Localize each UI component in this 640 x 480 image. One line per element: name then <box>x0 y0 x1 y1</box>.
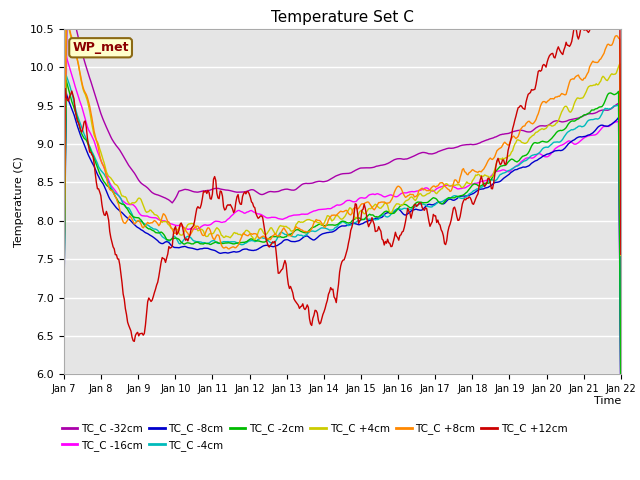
Line: TC_C +8cm: TC_C +8cm <box>64 12 621 275</box>
TC_C -16cm <box>329 204 337 210</box>
Y-axis label: Temperature (C): Temperature (C) <box>14 156 24 247</box>
TC_C -16cm <box>326 206 333 212</box>
TC_C -32cm <box>60 256 68 262</box>
TC_C +4cm <box>393 201 401 207</box>
TC_C -8cm <box>362 219 370 225</box>
Text: WP_met: WP_met <box>72 41 129 54</box>
TC_C +12cm <box>329 286 337 292</box>
TC_C -2cm <box>326 222 333 228</box>
TC_C -4cm <box>362 216 370 222</box>
TC_C +12cm <box>60 256 68 262</box>
TC_C -8cm <box>60 295 68 300</box>
Line: TC_C -8cm: TC_C -8cm <box>64 93 621 404</box>
TC_C -16cm <box>617 404 625 409</box>
TC_C +4cm <box>326 214 333 219</box>
Title: Temperature Set C: Temperature Set C <box>271 10 414 25</box>
TC_C +12cm <box>393 233 401 239</box>
TC_C -16cm <box>393 194 401 200</box>
TC_C +4cm <box>362 209 370 215</box>
TC_C +12cm <box>617 252 625 257</box>
X-axis label: Time: Time <box>593 396 621 406</box>
TC_C -8cm <box>518 165 525 170</box>
TC_C -32cm <box>326 177 333 182</box>
Line: TC_C -16cm: TC_C -16cm <box>64 56 621 407</box>
TC_C -8cm <box>393 206 401 212</box>
TC_C -8cm <box>62 90 70 96</box>
TC_C -2cm <box>393 208 401 214</box>
TC_C +12cm <box>131 338 138 344</box>
Legend: TC_C -32cm, TC_C -16cm, TC_C -8cm, TC_C -4cm, TC_C -2cm, TC_C +4cm, TC_C +8cm, T: TC_C -32cm, TC_C -16cm, TC_C -8cm, TC_C … <box>58 420 572 455</box>
TC_C +4cm <box>329 217 337 223</box>
Line: TC_C -2cm: TC_C -2cm <box>64 80 621 388</box>
TC_C +8cm <box>329 213 337 218</box>
TC_C -16cm <box>518 158 525 164</box>
TC_C -16cm <box>605 123 612 129</box>
TC_C +8cm <box>518 125 525 131</box>
TC_C +8cm <box>362 200 370 205</box>
TC_C -32cm <box>329 175 337 180</box>
TC_C -2cm <box>362 214 370 220</box>
TC_C +8cm <box>326 215 333 221</box>
TC_C +4cm <box>60 272 68 277</box>
TC_C +4cm <box>62 11 70 16</box>
TC_C +8cm <box>62 9 70 15</box>
TC_C +12cm <box>605 8 612 13</box>
TC_C +8cm <box>393 185 401 191</box>
TC_C -2cm <box>62 77 70 83</box>
TC_C -16cm <box>62 53 70 59</box>
TC_C -2cm <box>518 155 525 160</box>
TC_C -4cm <box>60 279 68 285</box>
TC_C -2cm <box>605 91 612 96</box>
TC_C +8cm <box>617 235 625 241</box>
TC_C -8cm <box>326 229 333 235</box>
TC_C -16cm <box>60 264 68 270</box>
TC_C +12cm <box>326 289 333 295</box>
TC_C -4cm <box>518 160 525 166</box>
TC_C +4cm <box>617 252 625 258</box>
TC_C -2cm <box>617 385 625 391</box>
TC_C -32cm <box>605 107 612 113</box>
TC_C -4cm <box>326 227 333 233</box>
TC_C -32cm <box>617 344 625 350</box>
TC_C -2cm <box>329 222 337 228</box>
Line: TC_C -4cm: TC_C -4cm <box>64 75 621 397</box>
TC_C +8cm <box>60 272 68 277</box>
TC_C -32cm <box>393 156 401 162</box>
TC_C -4cm <box>617 394 625 400</box>
TC_C -4cm <box>62 72 70 78</box>
TC_C -8cm <box>605 123 612 129</box>
TC_C +4cm <box>518 139 525 145</box>
TC_C -2cm <box>60 287 68 293</box>
TC_C -4cm <box>393 206 401 212</box>
TC_C -32cm <box>362 165 370 171</box>
TC_C -32cm <box>518 127 525 133</box>
TC_C +12cm <box>518 103 525 109</box>
TC_C -8cm <box>329 229 337 235</box>
TC_C -16cm <box>362 194 370 200</box>
TC_C -8cm <box>617 401 625 407</box>
Line: TC_C -32cm: TC_C -32cm <box>64 0 621 347</box>
Line: TC_C +4cm: TC_C +4cm <box>64 13 621 275</box>
TC_C +4cm <box>605 76 612 82</box>
TC_C -4cm <box>605 106 612 112</box>
TC_C +8cm <box>605 41 612 47</box>
Line: TC_C +12cm: TC_C +12cm <box>64 0 621 341</box>
TC_C -4cm <box>329 227 337 233</box>
TC_C +12cm <box>362 212 370 217</box>
